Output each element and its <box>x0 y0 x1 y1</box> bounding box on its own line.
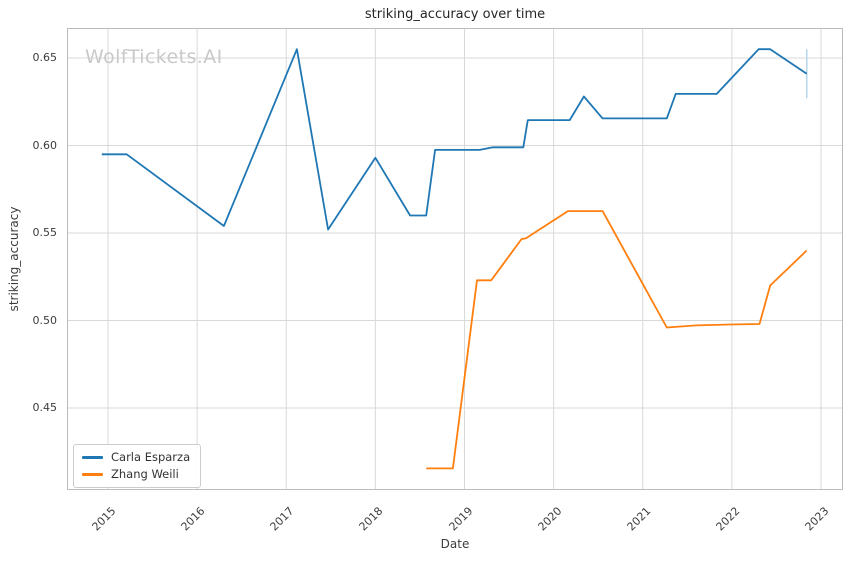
legend-line-swatch-zhang-weili <box>82 473 103 476</box>
y-axis-tick-label: 0.45 <box>32 401 58 414</box>
legend-label-carla-esparza: Carla Esparza <box>111 450 191 464</box>
legend: Carla Esparza Zhang Weili <box>73 444 202 488</box>
x-axis-label: Date <box>440 537 470 551</box>
y-axis-tick-label: 0.50 <box>32 313 58 327</box>
legend-label-zhang-weili: Zhang Weili <box>111 467 179 481</box>
legend-item-carla-esparza: Carla Esparza <box>82 451 190 464</box>
legend-line-swatch-carla-esparza <box>82 456 103 459</box>
y-axis-label: striking_accuracy <box>7 206 21 312</box>
y-axis-tick-label: 0.55 <box>32 226 58 239</box>
legend-item-zhang-weili: Zhang Weili <box>82 468 190 481</box>
y-axis-tick-label: 0.65 <box>32 51 58 64</box>
series-line-carla-esparza <box>101 48 808 231</box>
series-line-zhang-weili <box>426 210 808 470</box>
y-axis-tick-label: 0.60 <box>32 138 58 152</box>
chart-title: striking_accuracy over time <box>364 7 546 22</box>
watermark: WolfTickets.AI <box>85 46 223 68</box>
plot-area <box>67 28 843 490</box>
